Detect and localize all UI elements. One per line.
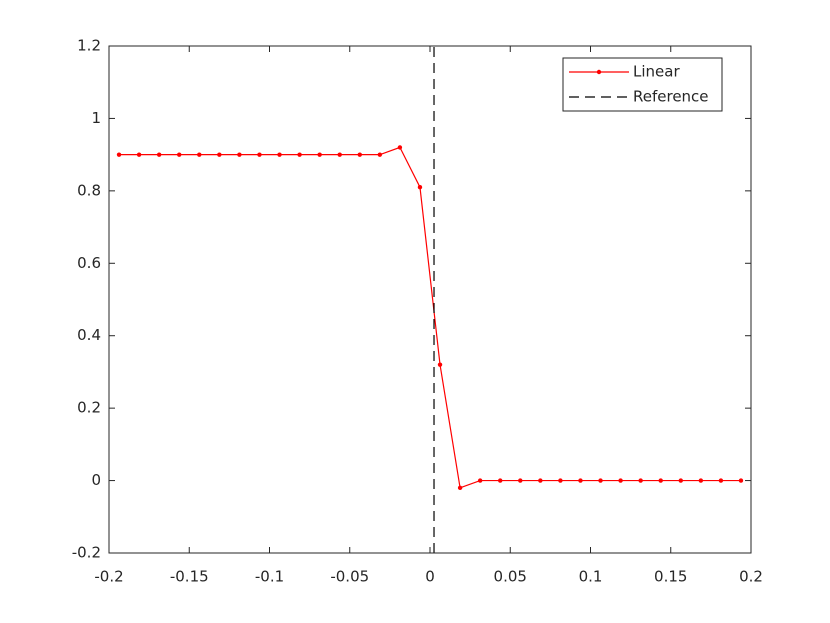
data-point bbox=[678, 478, 683, 483]
data-line bbox=[119, 146, 741, 489]
data-point bbox=[197, 152, 202, 157]
x-tick-label: 0.05 bbox=[494, 568, 527, 586]
data-point bbox=[518, 478, 523, 483]
data-point bbox=[558, 478, 563, 483]
data-point bbox=[337, 152, 342, 157]
data-point bbox=[718, 478, 724, 483]
data-point bbox=[136, 152, 142, 157]
x-tick-label: 0 bbox=[425, 568, 435, 586]
data-point bbox=[437, 362, 443, 367]
y-tick-label: 0.4 bbox=[77, 326, 101, 344]
data-point bbox=[257, 152, 262, 157]
data-point bbox=[317, 152, 322, 157]
y-tick-label: 1.2 bbox=[77, 37, 101, 55]
data-point bbox=[698, 478, 704, 483]
data-point bbox=[397, 145, 403, 150]
data-point bbox=[297, 152, 302, 157]
data-point bbox=[578, 478, 583, 483]
data-point bbox=[618, 478, 623, 483]
x-tick-label: 0.1 bbox=[579, 568, 603, 586]
data-point bbox=[638, 478, 643, 483]
data-point bbox=[538, 478, 543, 483]
y-tick-label: 0 bbox=[91, 471, 101, 489]
x-tick-label: -0.1 bbox=[255, 568, 284, 586]
y-tick-label: 0.6 bbox=[77, 254, 101, 272]
axes-box bbox=[108, 45, 752, 554]
data-point bbox=[237, 152, 242, 157]
legend-label: Linear bbox=[633, 63, 680, 81]
x-tick-label: 0.15 bbox=[654, 568, 687, 586]
data-point bbox=[498, 478, 503, 483]
legend-marker bbox=[596, 69, 602, 75]
x-tick-label: -0.05 bbox=[330, 568, 369, 586]
data-point bbox=[277, 152, 282, 157]
data-point bbox=[477, 478, 483, 483]
x-tick-label: 0.2 bbox=[739, 568, 763, 586]
data-point bbox=[377, 152, 383, 157]
y-tick-label: 1 bbox=[91, 109, 101, 127]
data-point bbox=[457, 485, 463, 491]
data-point bbox=[357, 152, 362, 157]
x-tick-label: -0.15 bbox=[170, 568, 209, 586]
y-tick-label: 0.8 bbox=[77, 181, 101, 199]
y-tick-label: -0.2 bbox=[72, 544, 101, 562]
plot-area bbox=[109, 46, 751, 553]
legend-box bbox=[562, 57, 723, 112]
data-point bbox=[658, 478, 663, 483]
x-tick-label: -0.2 bbox=[94, 568, 123, 586]
data-point bbox=[598, 478, 603, 483]
legend-label: Reference bbox=[633, 88, 709, 106]
data-point bbox=[417, 185, 423, 190]
data-point bbox=[738, 478, 744, 483]
y-tick-label: 0.2 bbox=[77, 399, 101, 417]
data-point bbox=[156, 152, 162, 157]
data-point bbox=[177, 152, 182, 157]
data-point bbox=[116, 152, 122, 157]
data-point bbox=[217, 152, 222, 157]
